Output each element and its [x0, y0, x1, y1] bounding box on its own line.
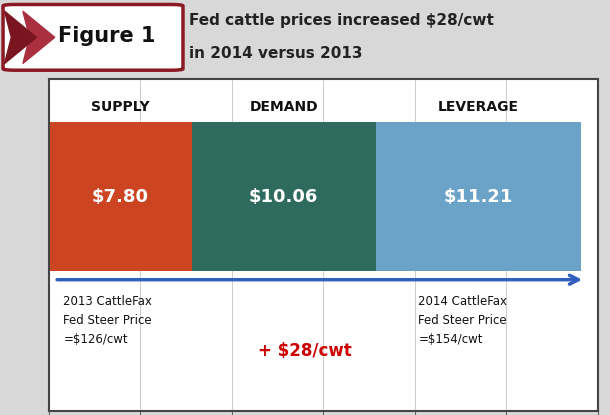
Text: $11.21: $11.21: [443, 188, 513, 206]
Text: $7.80: $7.80: [92, 188, 149, 206]
Bar: [49, 122, 192, 271]
Text: DEMAND: DEMAND: [249, 100, 318, 114]
Text: in 2014 versus 2013: in 2014 versus 2013: [189, 46, 362, 61]
Text: 2014 CattleFax
Fed Steer Price
=$154/cwt: 2014 CattleFax Fed Steer Price =$154/cwt: [418, 295, 508, 346]
FancyBboxPatch shape: [3, 5, 183, 70]
Text: LEVERAGE: LEVERAGE: [438, 100, 518, 114]
Polygon shape: [41, 11, 73, 63]
Bar: [192, 122, 376, 271]
Bar: [376, 122, 581, 271]
Polygon shape: [5, 11, 37, 63]
Text: Figure 1: Figure 1: [58, 26, 156, 46]
Text: $10.06: $10.06: [249, 188, 318, 206]
Polygon shape: [23, 11, 55, 63]
Text: SUPPLY: SUPPLY: [91, 100, 149, 114]
Text: + $28/cwt: + $28/cwt: [258, 342, 352, 360]
Text: 2013 CattleFax
Fed Steer Price
=$126/cwt: 2013 CattleFax Fed Steer Price =$126/cwt: [63, 295, 152, 346]
Text: Fed cattle prices increased $28/cwt: Fed cattle prices increased $28/cwt: [189, 13, 494, 28]
